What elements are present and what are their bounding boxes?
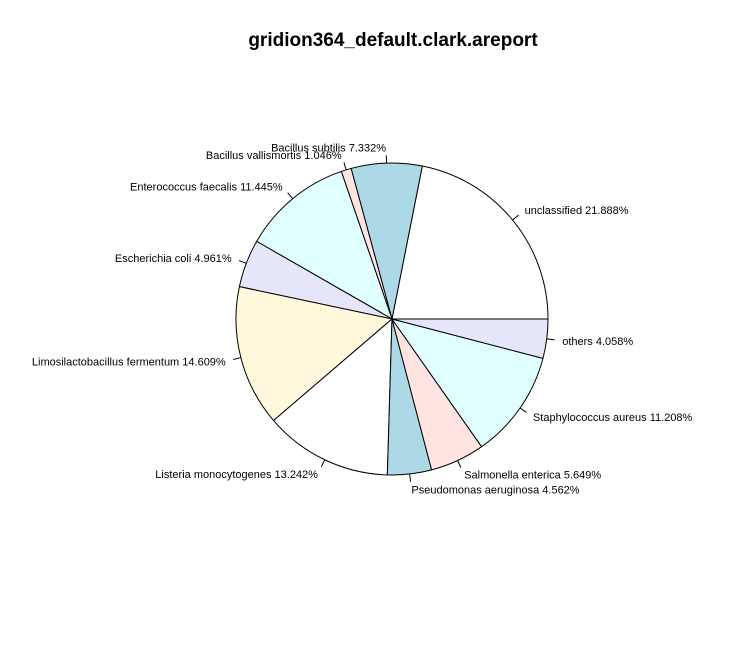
pie-slice-label: unclassified 21.888%: [525, 205, 629, 217]
pie-leader-line: [233, 358, 241, 360]
pie-slice-label: Bacillus vallismortis 1.046%: [206, 150, 342, 162]
pie-slice-label: Listeria monocytogenes 13.242%: [155, 469, 318, 481]
pie-leader-line: [344, 162, 346, 169]
pie-slice-label: Pseudomonas aeruginosa 4.562%: [411, 484, 579, 496]
pie-leader-line: [288, 193, 293, 199]
pie-leader-line: [547, 339, 555, 340]
pie-slice-label: Staphylococcus aureus 11.208%: [533, 412, 693, 424]
pie-slice-label: Enterococcus faecalis 11.445%: [130, 182, 283, 194]
pie-leader-line: [239, 261, 246, 264]
chart-title: gridion364_default.clark.areport: [248, 30, 538, 51]
pie-slice-label: others 4.058%: [562, 336, 633, 348]
pie-leader-line: [458, 461, 461, 468]
pie-slice-label: Salmonella enterica 5.649%: [464, 470, 601, 482]
pie-slice-label: Escherichia coli 4.961%: [115, 253, 232, 265]
pie-leader-line: [410, 474, 411, 482]
pie-leader-line: [513, 215, 519, 220]
pie-leader-line: [520, 408, 526, 412]
pie-leader-line: [321, 460, 324, 467]
pie-slices: [236, 163, 548, 475]
pie-slice-label: Limosilactobacillus fermentum 14.609%: [32, 356, 226, 368]
